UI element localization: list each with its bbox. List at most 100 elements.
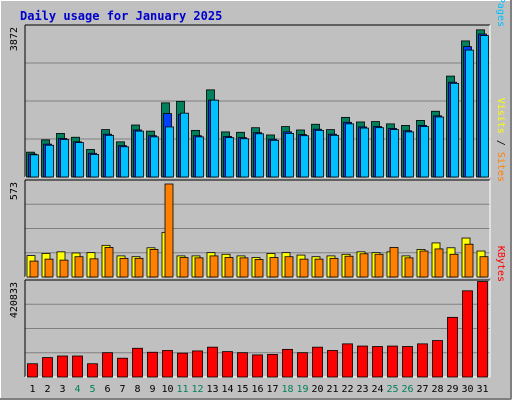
bar-pages-day-3 [60,139,69,178]
bar-sites-day-9 [149,249,159,278]
x-tick-label: 12 [191,384,203,395]
panel-hits-files-pages: 3872 Hits / Files / Pages [9,0,506,178]
bar-sites-day-11 [179,257,189,278]
bar-pages-day-5 [90,154,99,178]
x-tick-label: 25 [386,384,398,395]
x-tick-label: 16 [251,384,263,395]
bar-sites-day-13 [209,255,219,278]
bar-pages-day-2 [45,144,54,178]
bar-kbytes-day-20 [312,346,323,378]
bar-kbytes-day-29 [447,316,458,378]
bar-pages-day-23 [360,127,369,178]
bar-sites-day-30 [464,243,474,278]
bar-pages-day-10 [165,126,174,178]
x-tick-label: 26 [401,384,413,395]
x-tick-label: 22 [341,384,353,395]
bar-kbytes-day-14 [222,351,233,378]
series-legend: Visits / Sites [495,98,506,182]
bar-kbytes-day-13 [207,346,218,378]
bar-sites-day-20 [314,258,324,278]
bar-kbytes-day-19 [297,352,308,378]
x-tick-label: 15 [236,384,248,395]
bar-sites-day-1 [29,260,39,278]
bar-sites-day-6 [104,247,114,278]
bar-kbytes-day-7 [117,357,128,378]
y-max-label: 3872 [9,27,20,51]
bar-kbytes-day-24 [372,346,383,378]
bar-sites-day-10 [164,183,174,278]
panel-sites-visits: 573 Visits / Sites [9,98,506,278]
x-tick-label: 11 [176,384,188,395]
x-tick-label: 7 [119,384,125,395]
x-tick-label: 21 [326,384,338,395]
bar-pages-day-12 [195,136,204,178]
x-tick-label: 28 [431,384,443,395]
bar-pages-day-19 [300,135,309,178]
bar-sites-day-19 [299,258,309,278]
bar-kbytes-day-31 [477,281,488,378]
bar-kbytes-day-21 [327,350,338,378]
x-tick-label: 1 [29,384,35,395]
bar-kbytes-day-25 [387,345,398,378]
bar-kbytes-day-10 [162,350,173,378]
x-tick-label: 14 [221,384,233,395]
x-tick-label: 24 [371,384,383,395]
bar-pages-day-30 [465,49,474,178]
bar-sites-day-22 [344,255,354,278]
x-tick-label: 2 [44,384,50,395]
bar-kbytes-day-18 [282,348,293,378]
bar-kbytes-day-22 [342,343,353,378]
y-max-label: 573 [9,182,20,200]
bar-pages-day-1 [30,154,39,178]
x-tick-label: 29 [446,384,458,395]
bar-kbytes-day-27 [417,343,428,378]
bar-kbytes-day-28 [432,340,443,378]
bar-sites-day-12 [194,257,204,278]
series-legend: KBytes [495,246,506,282]
bar-pages-day-16 [255,133,264,178]
bar-sites-day-16 [254,259,264,278]
bar-kbytes-day-9 [147,351,158,378]
bar-pages-day-15 [240,138,249,178]
bar-sites-day-8 [134,257,144,278]
bar-kbytes-day-2 [42,357,53,378]
bar-kbytes-day-6 [102,352,113,378]
chart-title: Daily usage for January 2025 [20,9,222,23]
bar-sites-day-7 [119,257,129,278]
x-axis-labels: 1 2 3 4 5 6 7 8 9 10 11 12 13 14 15 16 17 18 19 20 21 22 23 24 2… [29,384,488,395]
bar-pages-day-25 [390,129,399,178]
bar-pages-day-31 [480,35,489,178]
bar-pages-day-27 [420,126,429,178]
bar-sites-day-29 [449,253,459,278]
bar-pages-day-28 [435,116,444,178]
bar-sites-day-26 [404,257,414,278]
bar-pages-day-13 [210,99,219,178]
bar-pages-day-24 [375,127,384,178]
bar-pages-day-14 [225,137,234,178]
bar-pages-day-20 [315,129,324,178]
x-tick-label: 19 [296,384,308,395]
bar-sites-day-31 [479,256,489,278]
legend-sites: Sites [495,152,506,182]
bar-sites-day-27 [419,250,429,278]
bar-kbytes-day-12 [192,350,203,378]
legend-kbytes: KBytes [495,246,506,282]
x-tick-label: 8 [134,384,140,395]
bar-pages-day-17 [270,139,279,178]
x-tick-label: 31 [476,384,488,395]
bar-kbytes-day-5 [87,363,98,378]
chart-panels: 3872 Hits / Files / Pages 573 Visits / Site… [9,0,506,378]
panel-kbytes: 420833 KBytes [9,246,506,378]
bar-sites-day-14 [224,257,234,278]
x-tick-label: 3 [59,384,65,395]
bar-sites-day-17 [269,257,279,278]
x-tick-label: 17 [266,384,278,395]
x-tick-label: 6 [104,384,110,395]
y-max-label: 420833 [9,282,20,318]
bar-sites-day-3 [59,259,69,278]
bar-kbytes-day-1 [27,363,38,378]
bar-pages-day-18 [285,133,294,178]
bar-sites-day-5 [89,258,99,278]
x-tick-label: 18 [281,384,293,395]
